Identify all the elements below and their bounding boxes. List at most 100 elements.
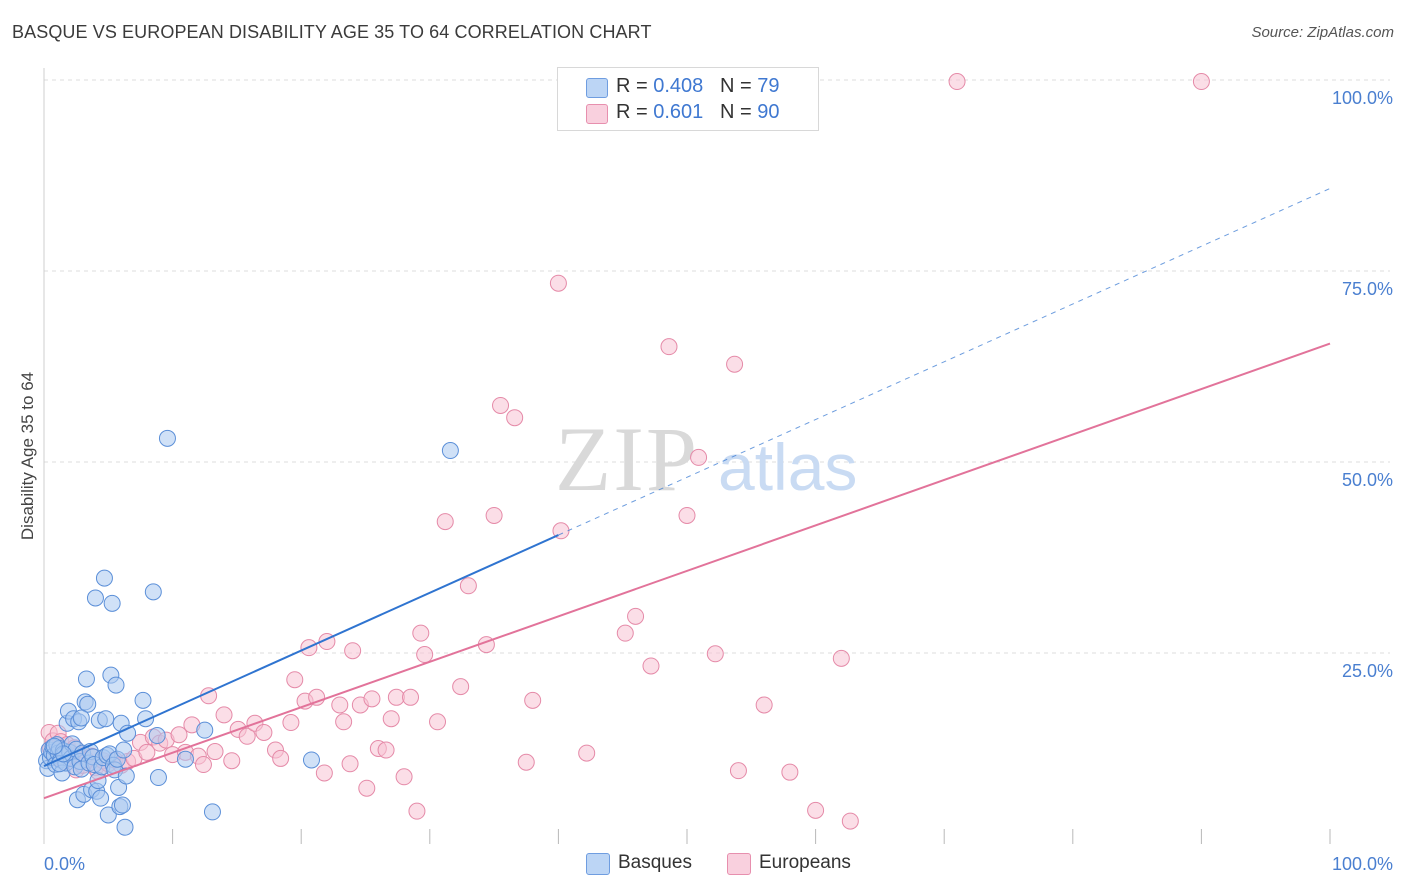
europeans-point (395, 768, 413, 786)
europeans-point (194, 756, 212, 774)
europeans-point (377, 741, 395, 759)
r-value: 0.408 (653, 75, 704, 97)
basques-point (302, 751, 320, 769)
axis-ticks (172, 829, 1331, 844)
europeans-point (459, 577, 477, 595)
basques-swatch (586, 853, 610, 875)
europeans-points (40, 73, 1210, 830)
basques-point (86, 589, 104, 607)
x-tick-label: 0.0% (44, 854, 85, 874)
n-value: 90 (757, 101, 780, 123)
basques-swatch (586, 78, 608, 98)
source-label: Source: ZipAtlas.com (1251, 24, 1394, 41)
europeans-point (627, 607, 645, 625)
y-tick-label: 75.0% (1342, 279, 1393, 299)
basques-point (113, 796, 131, 814)
basques-point (196, 721, 214, 739)
legend-row-text: R = 0.408 N = 79 (616, 75, 779, 98)
basques-trend-line (43, 534, 559, 767)
europeans-point (335, 713, 353, 731)
chart-title: BASQUE VS EUROPEAN DISABILITY AGE 35 TO … (12, 22, 652, 42)
europeans-swatch (586, 104, 608, 124)
europeans-point (341, 755, 359, 773)
legend-row-text: R = 0.601 N = 90 (616, 101, 779, 124)
y-tick-label: 25.0% (1342, 661, 1393, 681)
europeans-point (485, 506, 503, 524)
europeans-point (408, 802, 426, 820)
europeans-point (331, 696, 349, 714)
trend-lines (43, 188, 1331, 800)
europeans-point (223, 752, 241, 770)
europeans-point (429, 713, 447, 731)
europeans-point (206, 743, 224, 761)
basques-point (144, 583, 162, 601)
europeans-point (282, 714, 300, 732)
basques-point (45, 737, 63, 755)
basques-point (103, 594, 121, 612)
basques-point (99, 806, 117, 824)
europeans-point (549, 274, 567, 292)
europeans-point (729, 762, 747, 780)
correlation-legend: R = 0.408 N = 79 R = 0.601 N = 90 (557, 67, 819, 131)
basques-point (107, 676, 125, 694)
basques-point (79, 695, 97, 713)
europeans-point (286, 671, 304, 689)
watermark: ZIP atlas (555, 408, 857, 510)
legend-label-europeans: Europeans (759, 852, 851, 873)
r-label: R = (616, 75, 654, 97)
n-value: 79 (757, 75, 780, 97)
basques-trend-extension (558, 188, 1331, 536)
europeans-point (660, 338, 678, 356)
europeans-point (807, 801, 825, 819)
europeans-point (255, 723, 273, 741)
europeans-point (170, 726, 188, 744)
europeans-point (726, 355, 744, 373)
basques-point (95, 569, 113, 587)
europeans-point (755, 696, 773, 714)
europeans-point (948, 73, 966, 91)
basques-points (38, 429, 459, 836)
europeans-point (452, 678, 470, 696)
x-tick-label: 100.0% (1332, 854, 1393, 874)
tick-labels: 25.0% 50.0% 75.0% 100.0% 0.0% 100.0% (44, 88, 1393, 874)
basques-point (203, 803, 221, 821)
europeans-point (678, 506, 696, 524)
europeans-point (402, 688, 420, 706)
europeans-point (436, 513, 454, 531)
basques-point (116, 818, 134, 836)
basques-point (92, 789, 110, 807)
europeans-point (616, 624, 634, 642)
basques-point (115, 741, 133, 759)
basques-point (134, 691, 152, 709)
r-value: 0.601 (653, 101, 704, 123)
n-label: N = (719, 75, 758, 97)
europeans-point (781, 763, 799, 781)
europeans-point (387, 688, 405, 706)
basques-point (117, 767, 135, 785)
europeans-point (706, 645, 724, 663)
europeans-point (138, 743, 156, 761)
basques-point (97, 710, 115, 728)
europeans-trend-line (43, 342, 1331, 800)
europeans-point (524, 691, 542, 709)
europeans-point (358, 779, 376, 797)
europeans-point (363, 690, 381, 708)
europeans-point (492, 396, 510, 414)
europeans-point (690, 448, 708, 466)
basques-point (72, 709, 90, 727)
y-tick-label: 50.0% (1342, 470, 1393, 490)
legend-label-basques: Basques (618, 852, 692, 873)
europeans-point (841, 812, 859, 830)
basques-point (149, 769, 167, 787)
europeans-point (832, 649, 850, 667)
watermark-atlas: atlas (718, 430, 857, 504)
basques-point (119, 724, 137, 742)
europeans-point (506, 409, 524, 427)
europeans-point (578, 744, 596, 762)
n-label: N = (719, 101, 758, 123)
basques-point (176, 750, 194, 768)
europeans-point (315, 764, 333, 782)
basques-point (158, 429, 176, 447)
europeans-point (517, 753, 535, 771)
